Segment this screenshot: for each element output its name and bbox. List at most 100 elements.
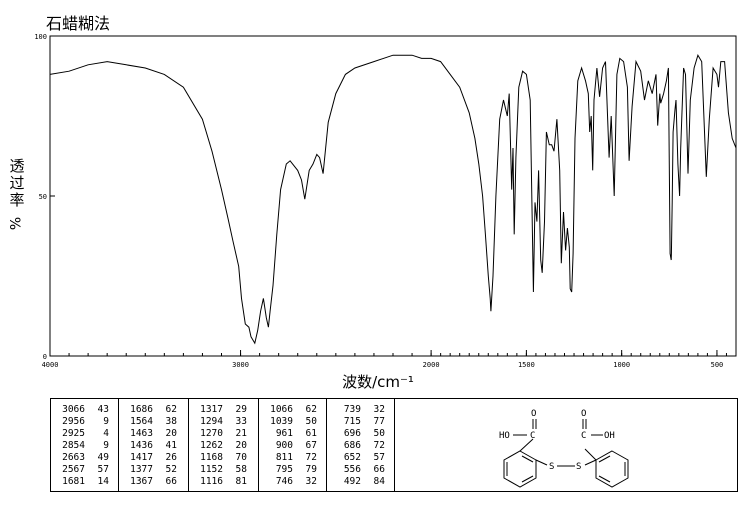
ring-double-bond [521, 455, 534, 463]
peak-transmittance: 77 [373, 416, 385, 427]
y-tick-label: 0 [43, 353, 47, 361]
peak-wavenumber: 1377 [130, 464, 153, 475]
peak-wavenumber: 1116 [200, 476, 223, 487]
peak-transmittance: 29 [235, 404, 247, 415]
atom-label: S [549, 462, 554, 472]
peak-wavenumber: 2956 [62, 416, 85, 427]
peak-wavenumber: 2567 [62, 464, 85, 475]
peak-transmittance: 72 [373, 440, 385, 451]
peak-transmittance: 62 [305, 404, 317, 415]
ring-double-bond [598, 475, 611, 483]
peak-wavenumber: 3066 [62, 404, 85, 415]
right-benzene-ring [595, 450, 629, 488]
peak-transmittance: 62 [165, 404, 177, 415]
peak-wavenumber: 739 [343, 404, 361, 415]
peak-table-row: 1367 66 [119, 476, 188, 488]
peak-table-row: 746 32 [259, 476, 326, 488]
ring-double-bond [598, 455, 611, 463]
peak-table-row: 1564 38 [119, 416, 188, 428]
peak-transmittance: 32 [305, 476, 317, 487]
peak-table-row: 1294 33 [189, 416, 258, 428]
peak-transmittance: 4 [103, 428, 109, 439]
peak-transmittance: 57 [373, 452, 385, 463]
y-axis-label-char: 过 [9, 174, 25, 192]
peak-transmittance: 20 [165, 428, 177, 439]
peak-table-row: 795 79 [259, 464, 326, 476]
peak-table-column: 1317 29 1294 33 1270 21 1262 20 1168 70 1152 58 1116… [189, 399, 259, 491]
bond [535, 459, 548, 466]
peak-table-row: 1262 20 [189, 440, 258, 452]
peak-wavenumber: 2925 [62, 428, 85, 439]
peak-table-row: 900 67 [259, 440, 326, 452]
y-axis-label-char: 率 [9, 191, 25, 209]
peak-table-row: 1686 62 [119, 404, 188, 416]
x-tick-label: 2000 [423, 361, 440, 369]
peak-table-row: 652 57 [327, 452, 394, 464]
peak-table-row: 1066 62 [259, 404, 326, 416]
plot-frame [49, 35, 737, 357]
atom-label: C [581, 431, 586, 441]
left-benzene-ring [503, 450, 537, 488]
peak-wavenumber: 811 [275, 452, 293, 463]
y-axis-label-char: 透 [9, 157, 25, 175]
peak-table-row: 1168 70 [189, 452, 258, 464]
spectrum-line [49, 53, 737, 345]
peak-transmittance: 72 [305, 452, 317, 463]
peak-table-row: 811 72 [259, 452, 326, 464]
peak-transmittance: 58 [235, 464, 247, 475]
peak-wavenumber: 492 [343, 476, 361, 487]
atom-label: O [581, 409, 586, 419]
peak-transmittance: 50 [373, 428, 385, 439]
peak-transmittance: 66 [165, 476, 177, 487]
peak-wavenumber: 696 [343, 428, 361, 439]
peak-wavenumber: 1564 [130, 416, 153, 427]
peak-wavenumber: 686 [343, 440, 361, 451]
peak-table-row: 1377 52 [119, 464, 188, 476]
ring-double-bond [521, 475, 534, 483]
peak-transmittance: 84 [373, 476, 385, 487]
peak-table-row: 1039 50 [259, 416, 326, 428]
peak-wavenumber: 795 [275, 464, 293, 475]
x-tick-label: 1000 [613, 361, 630, 369]
peak-transmittance: 52 [165, 464, 177, 475]
peak-wavenumber: 1436 [130, 440, 153, 451]
peak-transmittance: 70 [235, 452, 247, 463]
peak-wavenumber: 2663 [62, 452, 85, 463]
peak-table-row: 1436 41 [119, 440, 188, 452]
x-axis-label: 波数/cm⁻¹ [342, 373, 414, 391]
atom-label: C [530, 431, 535, 441]
bond [584, 459, 597, 466]
x-tick-label: 3000 [232, 361, 249, 369]
peak-wavenumber: 715 [343, 416, 361, 427]
peak-wavenumber: 1686 [130, 404, 153, 415]
peak-table: 3066 43 2956 9 2925 4 2854 9 2663 49 2567 57 1681 14 1… [50, 398, 738, 492]
peak-wavenumber: 746 [275, 476, 293, 487]
chemical-structure: O HO C O OH C S S [499, 409, 629, 488]
peak-wavenumber: 961 [275, 428, 293, 439]
chart-title: 石蜡糊法 [46, 14, 111, 33]
peak-table-row: 1463 20 [119, 428, 188, 440]
peak-table-row: 1270 21 [189, 428, 258, 440]
peak-wavenumber: 1152 [200, 464, 223, 475]
peak-table-row: 2567 57 [51, 464, 118, 476]
peak-transmittance: 33 [235, 416, 247, 427]
y-tick-label: 50 [39, 193, 47, 201]
peak-transmittance: 9 [103, 440, 109, 451]
peak-transmittance: 81 [235, 476, 247, 487]
peak-table-row: 715 77 [327, 416, 394, 428]
peak-transmittance: 67 [305, 440, 317, 451]
bond [519, 438, 534, 452]
peak-table-row: 3066 43 [51, 404, 118, 416]
peak-table-row: 739 32 [327, 404, 394, 416]
y-tick-label: 100 [34, 33, 47, 41]
y-axis-label: 透 过 率 % [6, 158, 28, 232]
bond [584, 448, 597, 461]
peak-table-row: 2854 9 [51, 440, 118, 452]
peak-wavenumber: 1262 [200, 440, 223, 451]
peak-table-column: 739 32 715 77 696 50 686 72 652 57 556 66 492 84 [327, 399, 395, 491]
peak-transmittance: 38 [165, 416, 177, 427]
peak-wavenumber: 1294 [200, 416, 223, 427]
peak-table-column: 1066 62 1039 50 961 61 900 67 811 72 795 79 746 32 [259, 399, 327, 491]
peak-wavenumber: 1039 [270, 416, 293, 427]
peak-wavenumber: 1681 [62, 476, 85, 487]
